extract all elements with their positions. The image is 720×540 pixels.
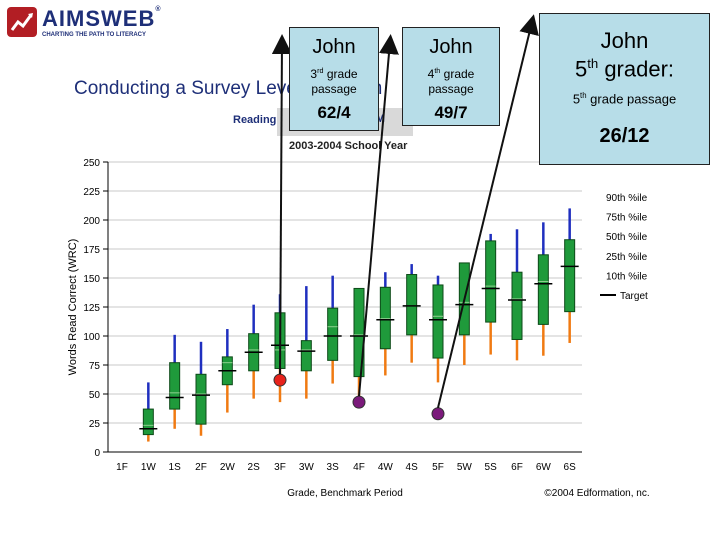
callout-arrow — [358, 34, 399, 397]
student-point — [431, 407, 445, 421]
callout-score: 49/7 — [434, 103, 468, 122]
y-tick-label: 50 — [89, 390, 101, 401]
legend-label: 75th %ile — [606, 213, 648, 224]
x-tick-label: 4S — [406, 462, 419, 473]
y-tick-label: 175 — [83, 245, 100, 256]
y-tick-label: 250 — [83, 158, 100, 169]
y-tick-label: 225 — [83, 187, 100, 198]
callout-name: John — [312, 36, 356, 58]
school-year-label: 2003-2004 School Year — [289, 140, 408, 152]
iqr-box — [169, 362, 181, 410]
iqr-box — [142, 408, 154, 436]
x-tick-label: 6S — [564, 462, 577, 473]
x-tick-label: 2F — [195, 462, 207, 473]
callout-passage: 4th grade passage — [427, 66, 475, 96]
callout-passage: 5th grade passage — [572, 91, 677, 107]
callout-name: John — [429, 36, 473, 58]
iqr-box — [432, 284, 444, 359]
x-axis-title: Grade, Benchmark Period — [287, 488, 403, 499]
callout-grade: 5th grader: — [574, 56, 675, 82]
x-tick-label: 5S — [485, 462, 498, 473]
iqr-box — [195, 373, 207, 425]
x-tick-label: 4F — [353, 462, 365, 473]
copyright: ©2004 Edformation, nc. — [544, 488, 649, 499]
legend-label: 90th %ile — [606, 193, 648, 204]
y-axis-title: Words Read Correct (WRC) — [67, 239, 79, 376]
logo-tagline: CHARTING THE PATH TO LITERACY — [42, 32, 146, 38]
x-tick-label: 3S — [327, 462, 340, 473]
y-tick-label: 25 — [89, 419, 101, 430]
callout-john-5th: John 5th grader: 5th grade passage 26/12 — [539, 13, 710, 165]
x-tick-label: 6W — [536, 462, 552, 473]
x-tick-label: 3W — [299, 462, 315, 473]
x-tick-label: 2S — [248, 462, 261, 473]
x-tick-label: 1S — [169, 462, 182, 473]
callout-arrow — [437, 14, 539, 408]
x-tick-label: 4W — [378, 462, 394, 473]
x-tick-label: 5W — [457, 462, 473, 473]
legend-label: 25th %ile — [606, 252, 648, 263]
y-tick-label: 150 — [83, 274, 100, 285]
iqr-box — [379, 286, 391, 350]
iqr-box — [537, 254, 549, 325]
iqr-box — [485, 240, 497, 323]
x-tick-label: 3F — [274, 462, 286, 473]
callout-john-4th: John 4th grade passage 49/7 — [402, 27, 500, 126]
subtitle-reading: Reading — [233, 114, 277, 126]
iqr-box — [564, 239, 576, 313]
aimsweb-logo: AIMSWEB® CHARTING THE PATH TO LITERACY — [6, 6, 160, 42]
callout-name: John — [600, 28, 649, 53]
student-point — [273, 373, 287, 387]
legend-label: Target — [620, 291, 648, 302]
y-tick-label: 75 — [89, 361, 101, 372]
callout-score: 26/12 — [599, 124, 650, 147]
iqr-box — [406, 274, 418, 336]
iqr-box — [300, 340, 312, 372]
legend-label: 10th %ile — [606, 271, 648, 282]
callout-arrow — [271, 34, 292, 375]
y-tick-label: 0 — [94, 448, 100, 459]
x-tick-label: 1W — [141, 462, 157, 473]
y-tick-label: 200 — [83, 216, 100, 227]
y-tick-label: 125 — [83, 303, 100, 314]
y-tick-label: 100 — [83, 332, 100, 343]
logo-chart-icon — [7, 7, 37, 37]
x-tick-label: 6F — [511, 462, 523, 473]
iqr-box — [511, 271, 523, 340]
callout-passage: 3rd grade passage — [310, 66, 358, 96]
iqr-box — [327, 307, 339, 361]
callout-john-3rd: John 3rd grade passage 62/4 — [289, 27, 379, 131]
x-tick-label: 1F — [116, 462, 128, 473]
student-point — [352, 395, 366, 409]
callout-score: 62/4 — [317, 103, 351, 122]
x-tick-label: 2W — [220, 462, 236, 473]
logo-name: AIMSWEB® — [42, 6, 162, 31]
legend-label: 50th %ile — [606, 232, 648, 243]
x-tick-label: 5F — [432, 462, 444, 473]
